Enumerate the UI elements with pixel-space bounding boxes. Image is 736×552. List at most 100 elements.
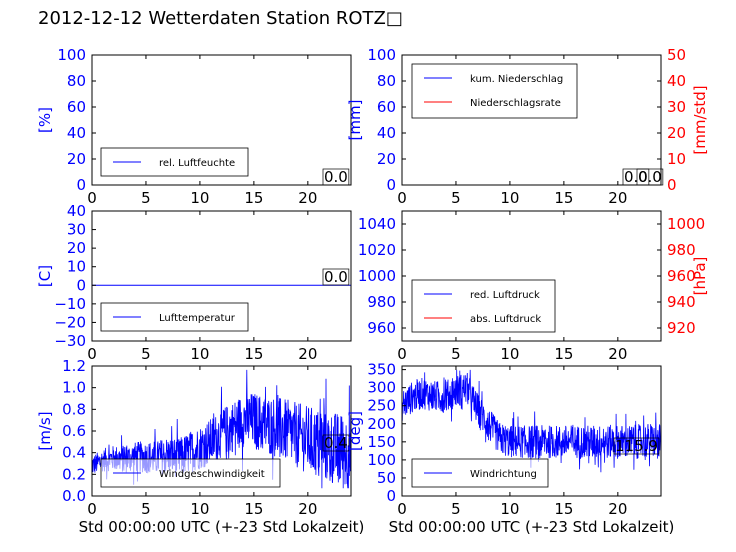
y-tick-label: 200 [367, 415, 396, 433]
y-tick-label: 980 [367, 293, 396, 311]
y-axis-label: [%] [36, 107, 54, 133]
y-tick-label: 60 [67, 98, 86, 116]
y-tick-label: 150 [367, 433, 396, 451]
y-tick-label: 20 [377, 150, 396, 168]
y-right-tick-label: 50 [667, 46, 686, 64]
value-annotation-box [322, 434, 350, 452]
value-annotation-box [613, 437, 660, 455]
y-tick-label: 10 [67, 258, 86, 276]
plot-frame-2 [91, 210, 352, 342]
y-axis-label-right: [hPa] [691, 257, 709, 296]
value-annotation: 115.9 [615, 437, 658, 455]
legend-label: Windrichtung [470, 469, 537, 480]
x-tick-label: 15 [244, 500, 263, 518]
legend-label: Lufttemperatur [159, 313, 236, 324]
x-axis-label: Std 00:00:00 UTC (+-23 Std Lokalzeit) [79, 518, 365, 536]
legend-label: kum. Niederschlag [470, 74, 563, 85]
x-tick-label: 10 [190, 500, 209, 518]
y-tick-label: 350 [367, 361, 396, 379]
y-tick-label: −30 [54, 332, 86, 350]
y-tick-label: 30 [67, 221, 86, 239]
y-tick-label: 20 [67, 239, 86, 257]
y-tick-label: 1020 [358, 241, 396, 259]
x-tick-label: 20 [298, 500, 317, 518]
y-tick-label: 1.0 [62, 379, 86, 397]
x-tick-label: 15 [554, 500, 573, 518]
y-tick-label: 0 [76, 276, 86, 294]
y-tick-label: 0.0 [62, 487, 86, 505]
legend-label: red. Luftdruck [470, 290, 540, 301]
x-tick-label: 20 [298, 189, 317, 207]
x-tick-label: 15 [244, 345, 263, 363]
plot-frame-5 [401, 365, 662, 497]
y-right-tick-label: 20 [667, 124, 686, 142]
y-tick-label: 80 [67, 72, 86, 90]
y-tick-label: 100 [367, 451, 396, 469]
y-axis-label: [deg] [346, 411, 364, 451]
value-annotation: 0.0 [638, 168, 662, 186]
y-tick-label: 0.6 [62, 422, 86, 440]
x-tick-label: 5 [141, 500, 151, 518]
value-annotation: 0.4 [324, 434, 348, 452]
x-tick-label: 10 [500, 500, 519, 518]
x-tick-label: 10 [190, 345, 209, 363]
figure-title: 2012-12-12 Wetterdaten Station ROTZ□ [38, 8, 403, 29]
value-annotation-box [622, 168, 650, 186]
y-right-tick-label: 0 [667, 176, 677, 194]
x-tick-label: 5 [451, 500, 461, 518]
y-tick-label: 20 [67, 150, 86, 168]
y-right-tick-label: 10 [667, 150, 686, 168]
y-tick-label: 100 [57, 46, 86, 64]
x-tick-label: 0 [397, 345, 407, 363]
series-line-4-0 [91, 369, 352, 489]
value-annotation: 0.0 [624, 168, 648, 186]
y-tick-label: 80 [377, 72, 396, 90]
x-tick-label: 0 [397, 500, 407, 518]
x-axis-label: Std 00:00:00 UTC (+-23 Std Lokalzeit) [389, 518, 675, 536]
y-tick-label: −10 [54, 295, 86, 313]
x-tick-label: 10 [190, 189, 209, 207]
y-tick-label: 40 [67, 124, 86, 142]
y-axis-label: [mm] [346, 100, 364, 141]
y-tick-label: 0.4 [62, 444, 86, 462]
value-annotation: 0.0 [324, 168, 348, 186]
x-tick-label: 0 [397, 189, 407, 207]
y-tick-label: 40 [377, 124, 396, 142]
legend-label: rel. Luftfeuchte [159, 158, 235, 169]
y-right-tick-label: 30 [667, 98, 686, 116]
y-axis-label: [C] [36, 265, 54, 287]
x-tick-label: 5 [141, 189, 151, 207]
x-tick-label: 10 [500, 345, 519, 363]
y-tick-label: 60 [377, 98, 396, 116]
value-annotation-box [636, 168, 664, 186]
y-right-tick-label: 960 [667, 267, 696, 285]
title-suffix: □ [385, 8, 403, 29]
y-right-tick-label: 1000 [667, 215, 705, 233]
y-tick-label: −20 [54, 313, 86, 331]
y-tick-label: 1040 [358, 215, 396, 233]
x-tick-label: 10 [500, 189, 519, 207]
value-annotation-box [322, 268, 350, 286]
x-tick-label: 5 [451, 189, 461, 207]
x-tick-label: 5 [451, 345, 461, 363]
plot-frame-1 [401, 54, 662, 186]
x-tick-label: 0 [87, 189, 97, 207]
y-tick-label: 0.8 [62, 400, 86, 418]
y-tick-label: 1000 [358, 267, 396, 285]
y-tick-label: 250 [367, 397, 396, 415]
x-tick-label: 20 [608, 345, 627, 363]
x-tick-label: 5 [141, 345, 151, 363]
x-tick-label: 15 [244, 189, 263, 207]
legend-box [411, 63, 578, 119]
x-tick-label: 15 [554, 189, 573, 207]
plot-frame-0 [91, 54, 352, 186]
y-tick-label: 0 [76, 176, 86, 194]
x-tick-label: 20 [298, 345, 317, 363]
y-tick-label: 960 [367, 319, 396, 337]
y-axis-label-right: [mm/std] [691, 85, 709, 154]
x-tick-label: 20 [608, 189, 627, 207]
x-tick-label: 15 [554, 345, 573, 363]
x-tick-label: 0 [87, 345, 97, 363]
y-tick-label: 100 [367, 46, 396, 64]
